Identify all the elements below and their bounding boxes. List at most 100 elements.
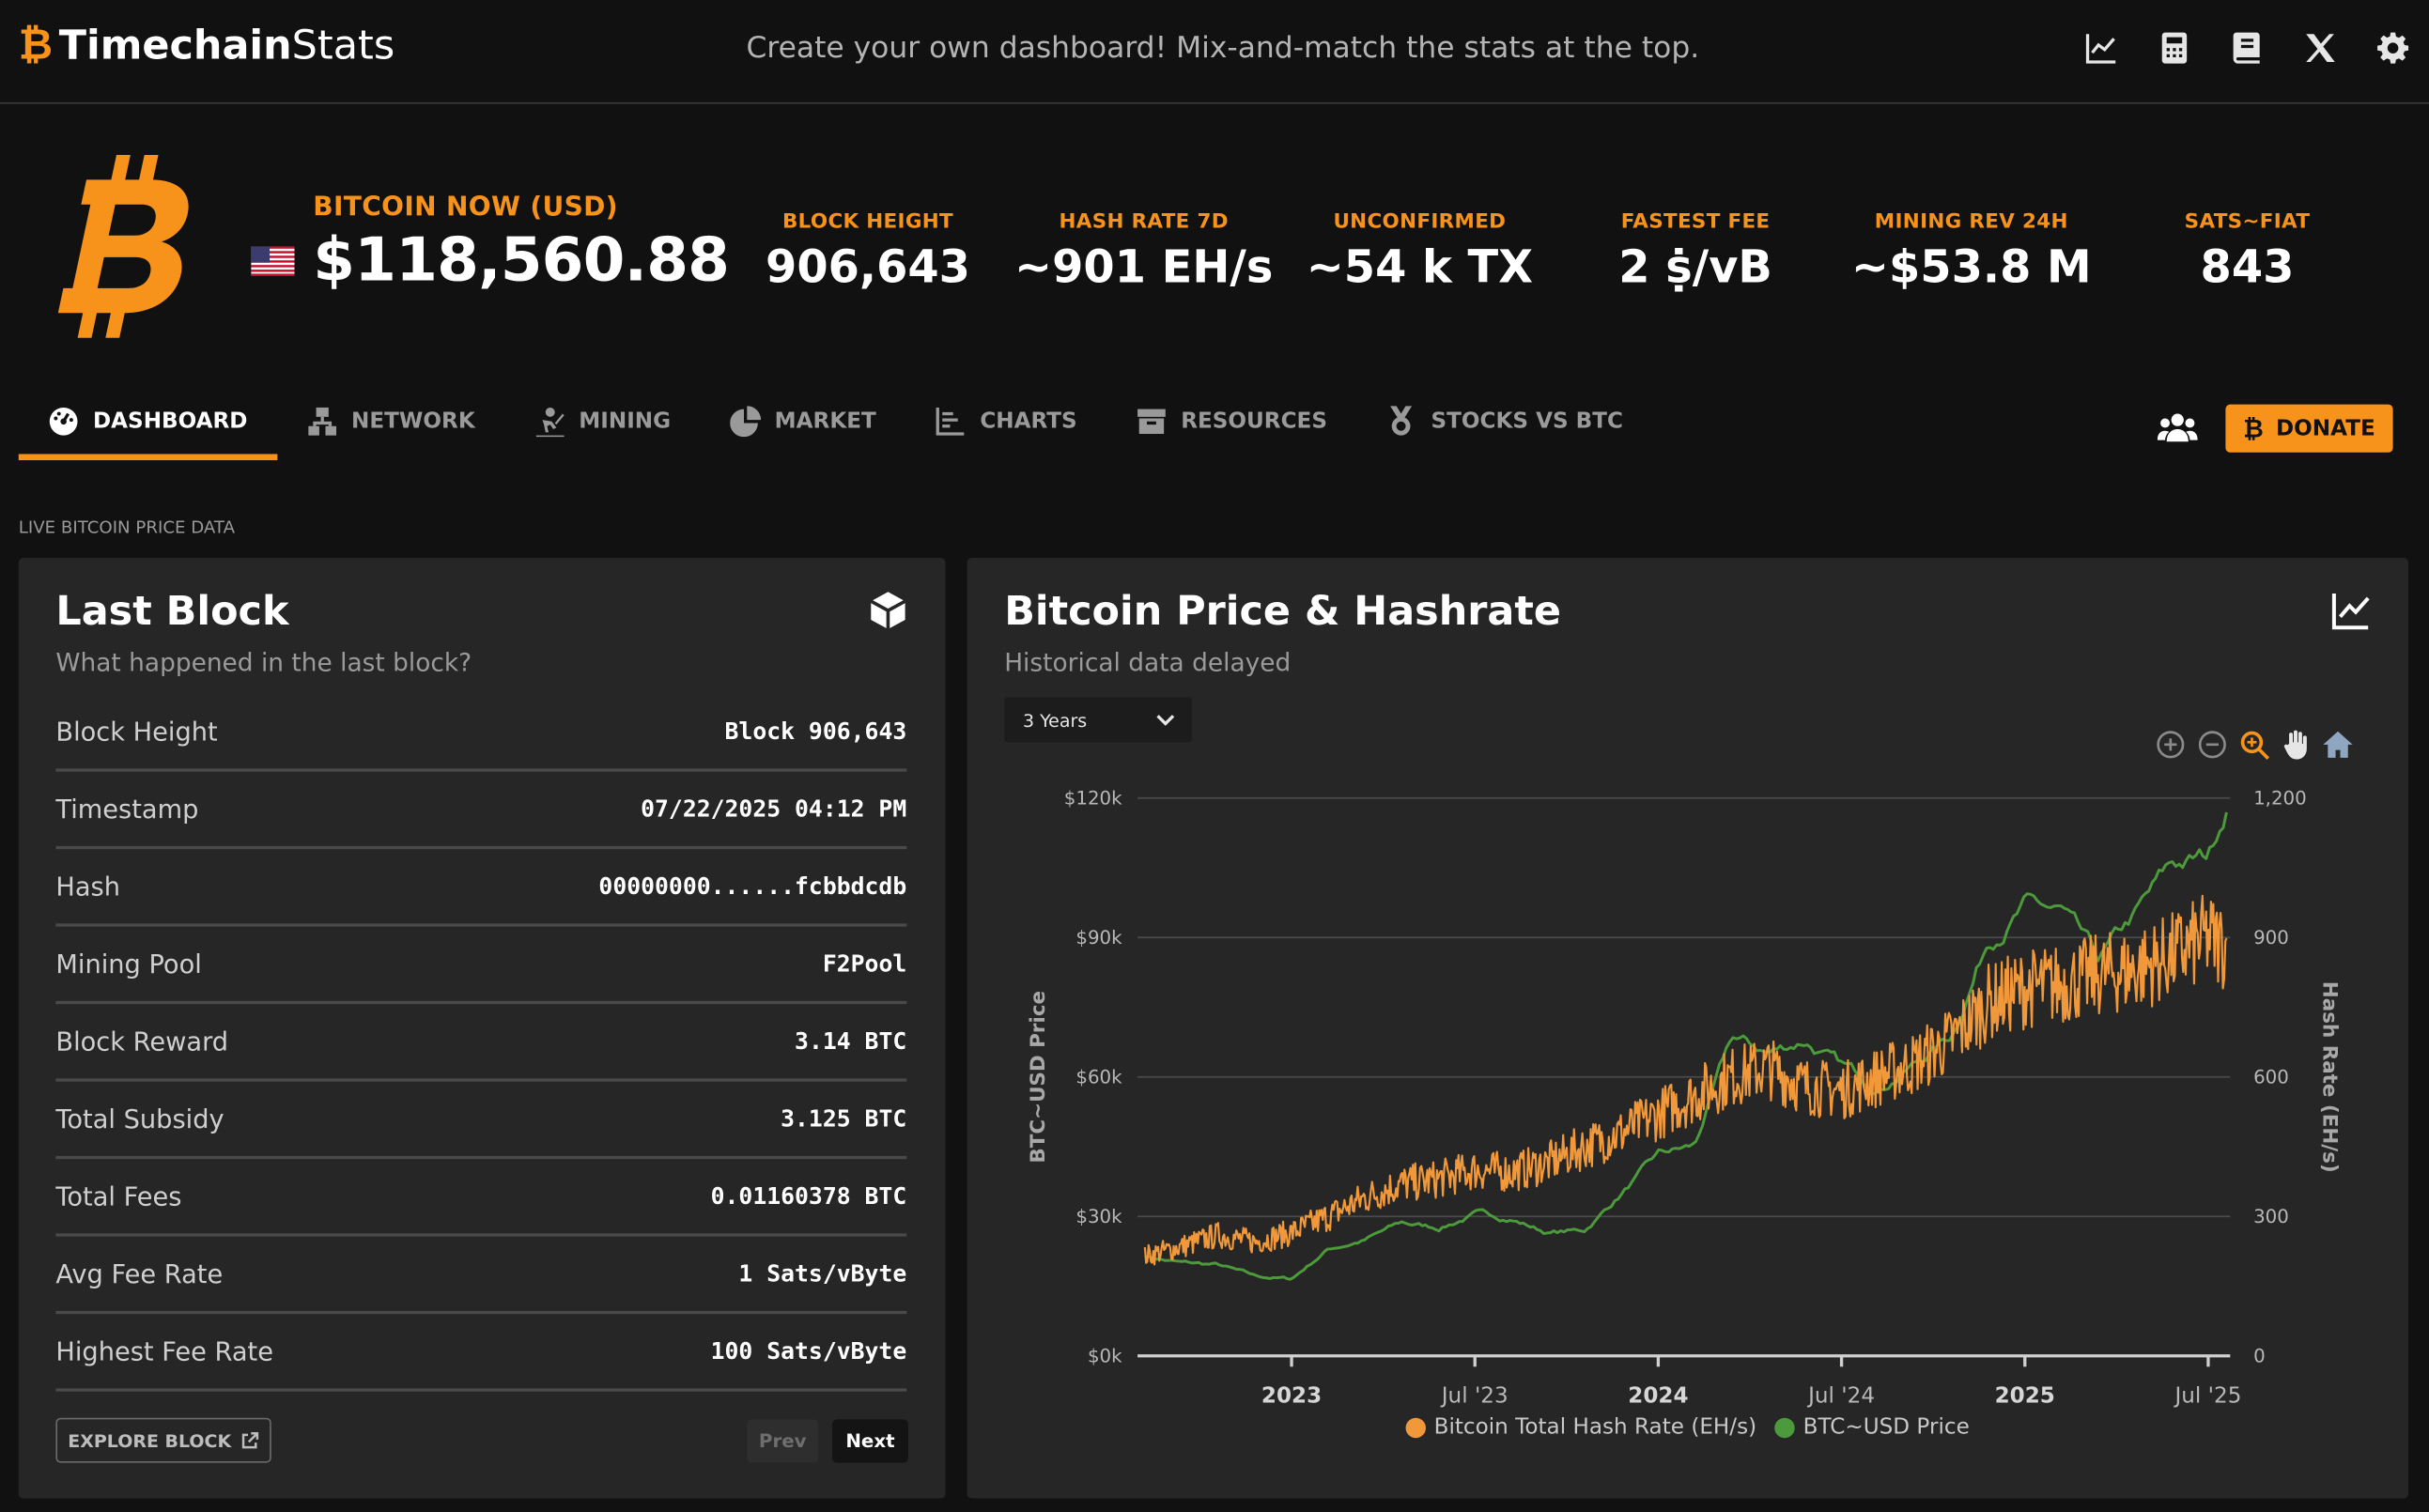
legend-dot bbox=[1774, 1416, 1796, 1438]
time-range-value: 3 Years bbox=[1023, 709, 1088, 732]
row-label: Timestamp bbox=[55, 794, 199, 824]
tagline: Create your own dashboard! Mix-and-match… bbox=[746, 31, 1700, 66]
calculator-icon[interactable] bbox=[2156, 29, 2193, 67]
bitcoin-icon: ₿ bbox=[2243, 412, 2264, 443]
y-right-tick-label: 0 bbox=[2253, 1345, 2266, 1366]
bitcoin-now-block: BITCOIN NOW (USD) $118,560.88 bbox=[251, 193, 730, 296]
stat-value: ~$53.8 M bbox=[1850, 239, 2092, 293]
chart-line-icon[interactable] bbox=[2083, 29, 2121, 67]
row-value: 00000000......fcbbdcdb bbox=[598, 872, 907, 901]
stat-mining-revenue[interactable]: MINING REV 24H ~$53.8 M bbox=[1817, 210, 2127, 292]
nav-label: DASHBOARD bbox=[93, 409, 248, 434]
chart-line-icon[interactable] bbox=[2329, 589, 2373, 632]
stat-block-height[interactable]: BLOCK HEIGHT 906,643 bbox=[713, 210, 1023, 292]
cube-icon bbox=[870, 592, 906, 629]
bar-chart-icon bbox=[936, 407, 965, 436]
medal-icon bbox=[1390, 406, 1413, 436]
row-label: Avg Fee Rate bbox=[55, 1258, 224, 1288]
brand-name-light: Stats bbox=[291, 22, 395, 69]
nav-tab-charts[interactable]: CHARTS bbox=[905, 393, 1106, 460]
x-logo-icon[interactable] bbox=[2301, 29, 2339, 67]
pan-hand-icon[interactable] bbox=[2280, 729, 2313, 762]
block-row: Total Subsidy 3.125 BTC bbox=[55, 1082, 906, 1160]
miner-icon bbox=[535, 407, 564, 438]
brand-logo[interactable]: ₿ Timechain Stats bbox=[19, 22, 395, 69]
block-row: Hash 00000000......fcbbdcdb bbox=[55, 849, 906, 927]
row-label: Hash bbox=[55, 872, 121, 902]
zoom-in-icon[interactable] bbox=[2155, 729, 2188, 762]
explore-block-button[interactable]: EXPLORE BLOCK bbox=[55, 1417, 271, 1463]
row-value: 3.14 BTC bbox=[795, 1026, 907, 1056]
y-right-tick-label: 300 bbox=[2253, 1206, 2289, 1227]
x-tick-label: Jul '25 bbox=[2173, 1383, 2241, 1408]
legend-item-price[interactable]: BTC~USD Price bbox=[1774, 1414, 1970, 1440]
prev-button[interactable]: Prev bbox=[747, 1419, 819, 1463]
explore-label: EXPLORE BLOCK bbox=[68, 1429, 232, 1452]
stat-hash-rate[interactable]: HASH RATE 7D ~901 EH/s bbox=[989, 210, 1299, 292]
nav-tab-stocks-vs-btc[interactable]: STOCKS VS BTC bbox=[1356, 393, 1652, 460]
y-left-tick-label: $90k bbox=[1075, 927, 1122, 949]
gauge-icon bbox=[49, 407, 78, 436]
series-line-price bbox=[1144, 811, 2228, 1281]
stat-unconfirmed[interactable]: UNCONFIRMED ~54 k TX bbox=[1264, 210, 1574, 292]
row-label: Mining Pool bbox=[55, 949, 202, 979]
us-flag-icon bbox=[251, 246, 295, 276]
y-left-tick-label: $30k bbox=[1075, 1206, 1122, 1227]
y-right-tick-label: 600 bbox=[2253, 1066, 2289, 1088]
users-icon[interactable] bbox=[2157, 410, 2198, 444]
next-button[interactable]: Next bbox=[832, 1419, 908, 1463]
row-label: Total Fees bbox=[55, 1181, 182, 1211]
y-left-tick-label: $0k bbox=[1088, 1345, 1122, 1366]
nav-label: RESOURCES bbox=[1181, 409, 1327, 434]
book-icon[interactable] bbox=[2229, 29, 2267, 67]
chart-legend: Bitcoin Total Hash Rate (EH/s) BTC~USD P… bbox=[967, 1414, 2408, 1440]
donate-label: DONATE bbox=[2275, 416, 2375, 441]
nav-label: MINING bbox=[579, 409, 672, 434]
nav-label: NETWORK bbox=[351, 409, 475, 434]
card-subtitle: Historical data delayed bbox=[1004, 647, 1292, 678]
chart-toolbar bbox=[2155, 729, 2355, 762]
pie-icon bbox=[729, 406, 761, 438]
stat-label: UNCONFIRMED bbox=[1333, 210, 1507, 235]
y-left-axis-title: BTC~USD Price bbox=[1027, 991, 1050, 1164]
legend-dot bbox=[1405, 1416, 1427, 1438]
block-row: Timestamp 07/22/2025 04:12 PM bbox=[55, 772, 906, 850]
gear-icon[interactable] bbox=[2375, 29, 2412, 67]
block-row: Highest Fee Rate 100 Sats/vByte bbox=[55, 1314, 906, 1392]
row-label: Block Reward bbox=[55, 1026, 229, 1057]
stat-value: 906,643 bbox=[766, 239, 970, 293]
stat-value: 843 bbox=[2200, 239, 2295, 293]
row-value: 100 Sats/vByte bbox=[710, 1336, 907, 1365]
last-block-card: Last Block What happened in the last blo… bbox=[18, 558, 946, 1499]
card-title: Bitcoin Price & Hashrate bbox=[1004, 589, 1561, 636]
row-label: Total Subsidy bbox=[55, 1103, 224, 1134]
x-tick-label: 2023 bbox=[1261, 1383, 1322, 1408]
nav-tab-resources[interactable]: RESOURCES bbox=[1106, 393, 1356, 460]
price-hashrate-chart[interactable]: $0k $30k $60k $90k $120k 0 300 600 900 1,200 2023 J… bbox=[967, 558, 2408, 1499]
block-row: Block Height Block 906,643 bbox=[55, 694, 906, 772]
reset-home-icon[interactable] bbox=[2322, 729, 2355, 762]
external-link-icon bbox=[242, 1431, 259, 1448]
stat-value: 2 ṩ/vB bbox=[1618, 239, 1772, 293]
x-tick-label: 2024 bbox=[1628, 1383, 1688, 1408]
nav-tab-mining[interactable]: MINING bbox=[504, 393, 700, 460]
nav-tab-dashboard[interactable]: DASHBOARD bbox=[18, 393, 277, 461]
nav-tab-market[interactable]: MARKET bbox=[700, 393, 905, 460]
bitcoin-logo-icon bbox=[57, 154, 189, 338]
stat-value: ~54 k TX bbox=[1306, 239, 1534, 293]
donate-button[interactable]: ₿ DONATE bbox=[2225, 404, 2393, 453]
price-hashrate-card: Bitcoin Price & Hashrate Historical data… bbox=[967, 558, 2409, 1499]
zoom-select-icon[interactable] bbox=[2238, 729, 2271, 762]
chevron-down-icon bbox=[1156, 715, 1175, 726]
stat-label: HASH RATE 7D bbox=[1059, 210, 1229, 235]
time-range-select[interactable]: 3 Years bbox=[1004, 697, 1192, 743]
row-value: 0.01160378 BTC bbox=[710, 1181, 907, 1211]
stat-fastest-fee[interactable]: FASTEST FEE 2 ṩ/vB bbox=[1540, 210, 1850, 292]
nav-tab-network[interactable]: NETWORK bbox=[277, 393, 504, 460]
zoom-out-icon[interactable] bbox=[2196, 729, 2229, 762]
block-row: Mining Pool F2Pool bbox=[55, 927, 906, 1005]
stat-sats-fiat[interactable]: SATS~FIAT 843 bbox=[2093, 210, 2403, 292]
legend-item-hashrate[interactable]: Bitcoin Total Hash Rate (EH/s) bbox=[1405, 1414, 1756, 1440]
top-bar: ₿ Timechain Stats Create your own dashboa… bbox=[0, 0, 2429, 104]
brand-name-bold: Timechain bbox=[58, 22, 292, 69]
